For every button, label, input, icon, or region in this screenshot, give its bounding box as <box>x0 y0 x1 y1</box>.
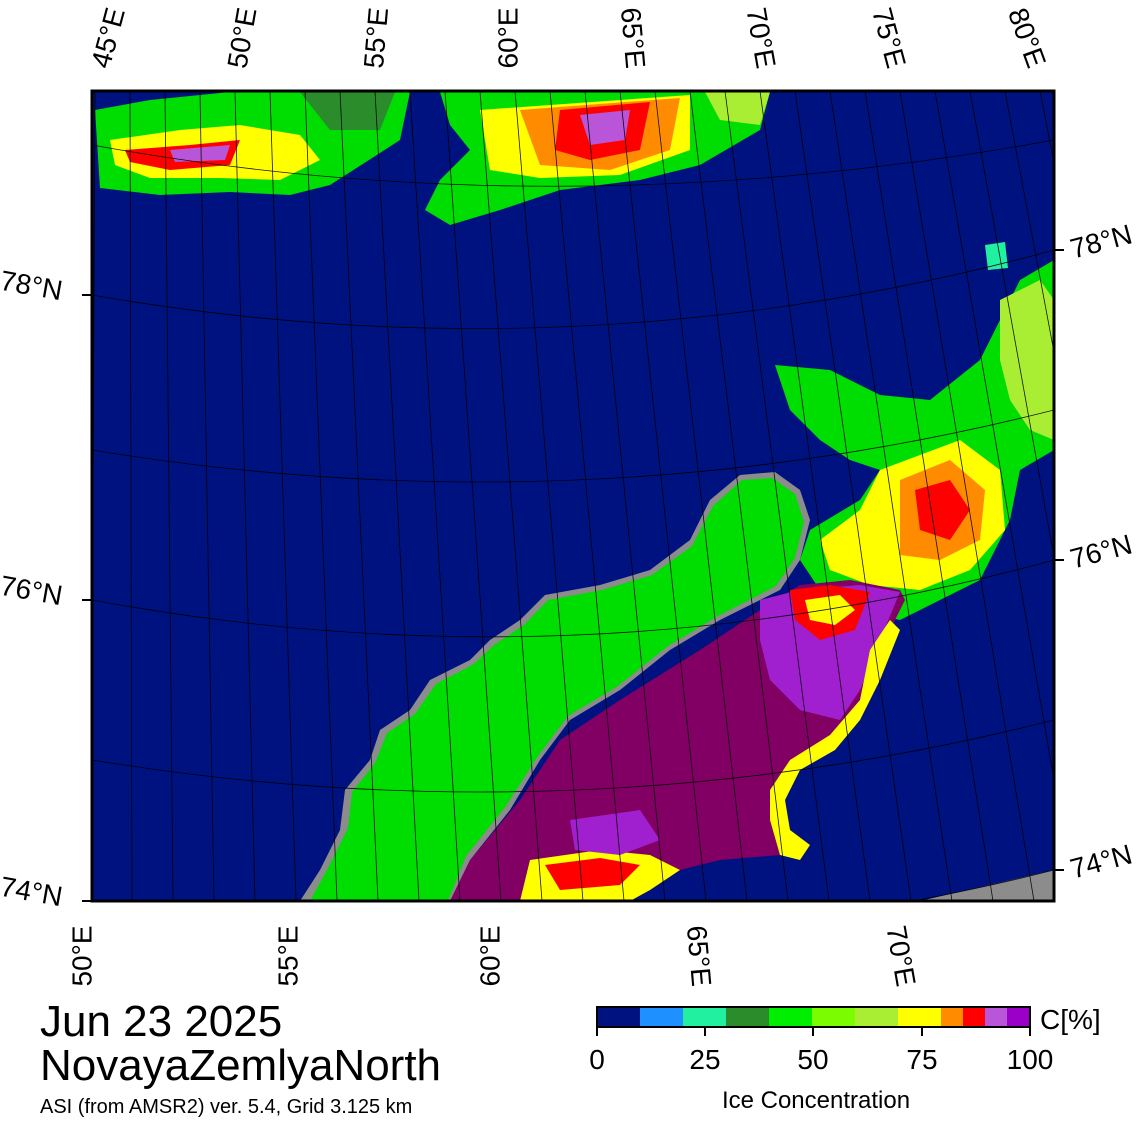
graticule <box>92 91 1054 901</box>
colorbar-tick-25: 25 <box>689 1044 721 1075</box>
colorbar-swatch-6 <box>855 1007 898 1027</box>
ice-patch-northwest <box>95 92 410 195</box>
data-source: ASI (from AMSR2) ver. 5.4, Grid 3.125 km <box>40 1096 413 1118</box>
colorbar-tick-50: 50 <box>797 1044 829 1075</box>
map-frame <box>90 89 1056 903</box>
colorbar-unit: C[%] <box>1040 1004 1101 1035</box>
map-date: Jun 23 2025 <box>40 997 283 1046</box>
colorbar <box>596 1006 1031 1036</box>
colorbar-swatch-2 <box>683 1007 726 1027</box>
colorbar-swatch-4 <box>769 1007 812 1027</box>
colorbar-swatch-9 <box>963 1007 985 1027</box>
ice-patch-north <box>425 92 770 225</box>
colorbar-tick-100: 100 <box>1006 1044 1054 1075</box>
colorbar-tick-75: 75 <box>906 1044 938 1075</box>
colorbar-tick-0: 0 <box>589 1044 605 1075</box>
top-label-60E: 60°E <box>492 7 524 69</box>
bottom-label-50E: 50°E <box>66 925 98 987</box>
ice-patch-kara-sea <box>450 580 905 901</box>
bottom-label-55E: 55°E <box>272 925 304 987</box>
colorbar-swatch-0 <box>597 1007 640 1027</box>
colorbar-swatch-8 <box>941 1007 963 1027</box>
ice-patch-east <box>775 242 1054 620</box>
island-novaya-zemlya <box>300 472 810 901</box>
map-region-title: NovayaZemlyaNorth <box>40 1041 442 1090</box>
top-label-65E: 65°E <box>614 6 652 70</box>
top-label-55E: 55°E <box>357 6 395 70</box>
colorbar-swatch-11 <box>1007 1007 1030 1027</box>
colorbar-title: Ice Concentration <box>721 1087 911 1114</box>
bottom-label-65E: 65°E <box>680 924 718 988</box>
colorbar-swatch-7 <box>898 1007 941 1027</box>
colorbar-swatch-5 <box>812 1007 855 1027</box>
colorbar-swatch-3 <box>726 1007 769 1027</box>
colorbar-swatch-10 <box>985 1007 1007 1027</box>
axis-ticks <box>82 249 1064 902</box>
bottom-label-60E: 60°E <box>474 925 506 987</box>
colorbar-swatch-1 <box>640 1007 683 1027</box>
